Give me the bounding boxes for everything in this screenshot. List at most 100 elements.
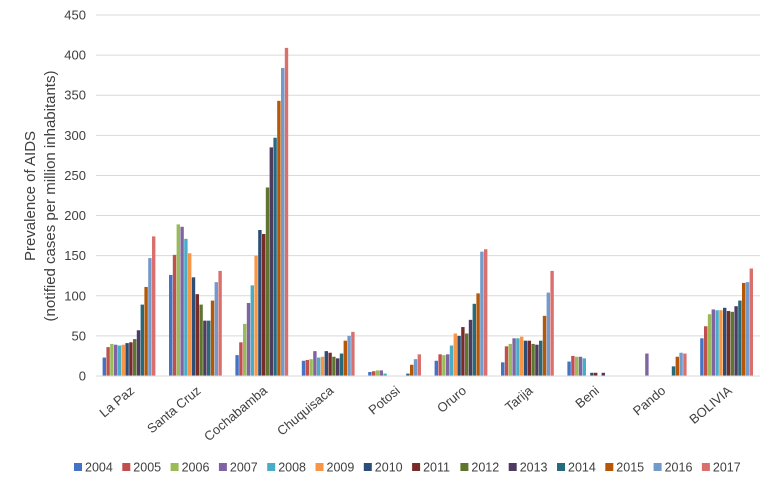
bar: [320, 356, 325, 376]
bars: [102, 47, 753, 376]
legend-swatch: [605, 463, 614, 471]
gridlines: [96, 14, 760, 337]
bar: [110, 343, 114, 376]
bar: [550, 270, 554, 376]
x-tick-label: Oruro: [434, 383, 469, 416]
bar: [719, 310, 723, 376]
bar: [453, 333, 457, 376]
legend-swatch: [122, 463, 131, 471]
bar: [512, 338, 516, 376]
legend-label: 2010: [375, 461, 403, 475]
bar: [269, 147, 273, 376]
legend-label: 2008: [278, 461, 306, 475]
bar: [546, 292, 550, 376]
legend-label: 2017: [713, 461, 741, 475]
bar: [328, 352, 332, 376]
bar: [542, 315, 547, 376]
bar: [446, 354, 450, 376]
y-tick-label: 100: [64, 288, 86, 303]
legend-swatch: [315, 463, 324, 471]
bar: [188, 253, 192, 376]
legend-swatch: [218, 463, 227, 471]
bar: [575, 356, 579, 376]
bar: [324, 351, 328, 376]
bar: [184, 238, 188, 376]
bar: [749, 268, 753, 376]
bar: [114, 344, 118, 376]
bar: [133, 339, 137, 376]
bar: [125, 343, 129, 376]
bar: [169, 274, 173, 376]
bar: [372, 371, 376, 376]
legend-label: 2005: [133, 461, 161, 475]
x-tick-label: Chuquisaca: [274, 382, 337, 438]
bar: [745, 282, 750, 376]
bar: [148, 258, 152, 376]
bar: [281, 67, 285, 376]
bar: [106, 347, 110, 376]
bar: [480, 251, 484, 376]
legend-swatch: [508, 463, 517, 471]
bar: [191, 277, 196, 376]
legend-swatch: [74, 463, 82, 471]
bar: [504, 346, 509, 376]
legend-swatch: [460, 463, 469, 471]
bar: [449, 345, 454, 376]
bar: [582, 358, 586, 376]
bar: [413, 359, 418, 376]
bar: [239, 342, 243, 376]
legend-swatch: [653, 463, 662, 471]
bar: [368, 371, 372, 376]
y-tick-label: 300: [64, 128, 86, 143]
legend-swatch: [363, 463, 372, 471]
bar: [121, 344, 125, 376]
bar: [567, 361, 571, 376]
bar: [594, 372, 598, 376]
bar: [742, 282, 746, 376]
bar: [700, 338, 704, 376]
bar: [738, 300, 742, 376]
legend-swatch: [170, 463, 179, 471]
x-tick-label: Beni: [572, 383, 602, 411]
bar: [578, 356, 583, 376]
x-tick-label: Cochabamba: [201, 382, 270, 444]
bar: [172, 254, 177, 376]
bar: [484, 249, 488, 376]
bar: [102, 357, 106, 376]
bar: [265, 187, 270, 376]
y-axis-label: Prevalence of AIDS: [22, 131, 39, 261]
bar: [704, 326, 708, 376]
bar: [671, 366, 676, 376]
bar: [707, 314, 712, 376]
bar: [531, 343, 535, 376]
bar: [305, 359, 309, 376]
bar: [383, 373, 387, 376]
x-tick-label: Pando: [630, 383, 668, 419]
bar: [410, 364, 414, 376]
bar: [476, 293, 480, 376]
bar: [472, 303, 476, 376]
bar: [501, 362, 505, 376]
bar: [711, 309, 715, 376]
bar: [715, 310, 719, 376]
bar: [152, 236, 156, 376]
bar: [379, 370, 383, 376]
bar: [375, 370, 380, 376]
bar: [571, 355, 575, 376]
bar: [336, 358, 340, 376]
bar: [254, 255, 258, 376]
bar: [417, 354, 421, 376]
bar: [243, 323, 247, 376]
bar: [539, 340, 543, 376]
bar: [309, 359, 313, 376]
bar: [465, 333, 469, 376]
bar: [117, 345, 122, 376]
bar: [527, 340, 531, 376]
bar: [601, 372, 605, 376]
bar: [339, 353, 344, 376]
bar: [508, 343, 512, 376]
bar: [457, 335, 461, 376]
legend: 2004 2005 2006 2007 2008 2009 2010 2011 2012 2013…: [74, 461, 741, 475]
y-axis-label-units: (notified cases per million inhabitants): [42, 71, 59, 322]
bar: [520, 336, 524, 376]
